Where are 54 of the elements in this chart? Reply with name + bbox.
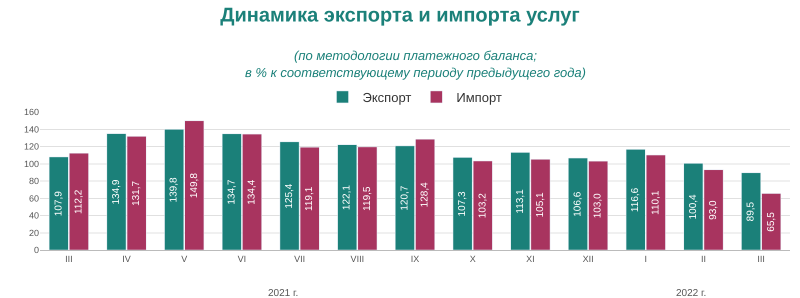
y-tick-label: 20 <box>28 228 39 238</box>
data-label: 139,8 <box>168 176 180 202</box>
data-label: 103,2 <box>477 192 488 218</box>
data-label: 103,0 <box>592 192 604 218</box>
chart-title: Динамика экспорта и импорта услуг <box>220 4 580 26</box>
y-tick-label: 80 <box>28 176 39 186</box>
data-label: 106,6 <box>572 191 584 217</box>
data-label: 110,1 <box>650 190 662 215</box>
data-label: 119,5 <box>362 186 373 211</box>
data-label: 125,4 <box>284 183 296 209</box>
y-tick-label: 0 <box>34 245 39 256</box>
x-tick-label: IX <box>410 254 420 264</box>
x-tick-label: III <box>757 254 765 264</box>
y-tick-label: 60 <box>28 193 39 204</box>
text: 2021 г. <box>268 288 298 298</box>
chart-subtitle: (по методологии платежного баланса; в % к соответствующему периоду предыдущего года) <box>245 48 586 80</box>
x-tick-label: I <box>644 254 648 264</box>
data-label: 100,4 <box>688 194 699 220</box>
data-label: 122,1 <box>342 184 353 210</box>
x-tick-label: V <box>181 254 188 264</box>
x-tick-label: II <box>700 254 706 264</box>
data-label: 112,2 <box>73 189 84 214</box>
data-label: 65,5 <box>766 212 777 232</box>
x-tick-label: VII <box>294 254 306 264</box>
text: 2022 г. <box>676 288 706 298</box>
data-label: 105,1 <box>534 192 546 218</box>
x-tick-label: III <box>65 254 73 264</box>
y-tick-label: 40 <box>28 210 39 221</box>
y-tick-label: 160 <box>24 107 39 118</box>
data-label: 116,6 <box>630 187 642 212</box>
data-label: 89,5 <box>746 201 757 222</box>
data-label: 149,8 <box>188 172 200 198</box>
data-label: 107,3 <box>457 190 468 216</box>
x-tick-label: X <box>470 254 476 264</box>
x-tick-label: XI <box>526 254 535 264</box>
x-tick-label: VIII <box>350 254 364 264</box>
x-tick-label: VI <box>238 254 246 264</box>
x-tick-label: IV <box>122 254 131 264</box>
data-label: 113,1 <box>514 188 526 214</box>
data-label: 134,9 <box>110 179 122 205</box>
data-label: 134,4 <box>246 179 258 205</box>
data-label: 134,7 <box>226 179 238 205</box>
data-label: 93,0 <box>708 200 720 220</box>
x-tick-label: XII <box>582 254 594 264</box>
data-label: 128,4 <box>420 182 431 208</box>
y-tick-label: 140 <box>24 124 39 134</box>
data-label: 107,9 <box>53 190 64 216</box>
data-label: 119,1 <box>304 186 316 211</box>
legend-label: Экспорт <box>362 90 412 106</box>
y-tick-label: 120 <box>24 142 39 152</box>
data-label: 120,7 <box>399 185 410 211</box>
data-label: 131,7 <box>131 180 142 206</box>
y-tick-label: 100 <box>24 158 39 169</box>
legend-label: Импорт <box>456 90 502 106</box>
